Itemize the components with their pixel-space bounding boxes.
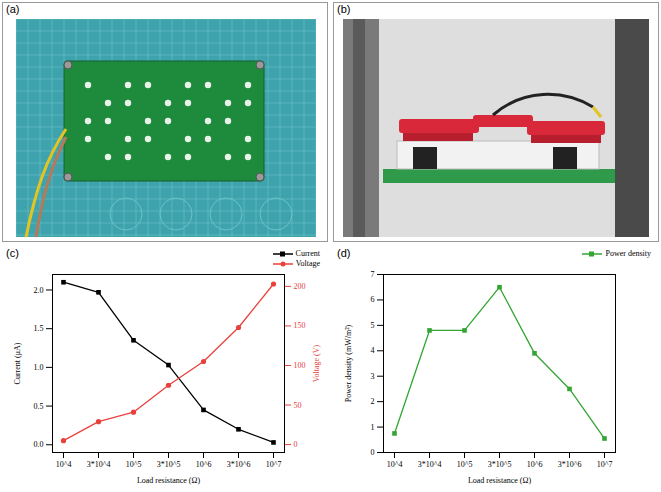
svg-text:10^7: 10^7 — [597, 460, 613, 469]
svg-text:3*10^4: 3*10^4 — [87, 460, 111, 469]
svg-text:10^4: 10^4 — [387, 460, 403, 469]
html-text:(d): (d) — [337, 247, 351, 259]
svg-text:7: 7 — [371, 270, 375, 279]
svg-text:5: 5 — [371, 321, 375, 330]
html-text:Voltage: Voltage — [295, 259, 320, 268]
svg-text:Power density (mW/m²): Power density (mW/m²) — [344, 324, 353, 402]
svg-text:100: 100 — [294, 361, 306, 370]
html-text:(a): (a) — [6, 3, 20, 15]
svg-text:10^5: 10^5 — [457, 460, 473, 469]
svg-text:50: 50 — [294, 401, 302, 410]
html-text:(c): (c) — [6, 247, 19, 259]
svg-text:1.0: 1.0 — [34, 363, 44, 372]
svg-text:0: 0 — [294, 440, 298, 449]
svg-text:10^4: 10^4 — [56, 460, 72, 469]
svg-text:3*10^6: 3*10^6 — [558, 460, 582, 469]
svg-text:10^6: 10^6 — [196, 460, 212, 469]
svg-text:150: 150 — [294, 321, 306, 330]
svg-text:6: 6 — [371, 295, 375, 304]
svg-text:0: 0 — [371, 448, 375, 457]
svg-text:10^5: 10^5 — [126, 460, 142, 469]
svg-text:1.5: 1.5 — [34, 324, 44, 333]
svg-text:1: 1 — [371, 423, 375, 432]
svg-text:2.0: 2.0 — [34, 286, 44, 295]
svg-text:10^6: 10^6 — [527, 460, 543, 469]
html-text:Power density: Power density — [605, 249, 651, 258]
svg-text:0.0: 0.0 — [34, 440, 44, 449]
svg-text:3*10^4: 3*10^4 — [418, 460, 442, 469]
html-text:Current: Current — [295, 249, 320, 258]
svg-text:Load resistance (Ω): Load resistance (Ω) — [468, 476, 532, 485]
svg-text:4: 4 — [371, 346, 375, 355]
svg-text:3*10^5: 3*10^5 — [157, 460, 181, 469]
svg-text:3*10^5: 3*10^5 — [488, 460, 512, 469]
html-text:(b): (b) — [337, 3, 351, 15]
svg-text:2: 2 — [371, 397, 375, 406]
svg-text:0.5: 0.5 — [34, 402, 44, 411]
svg-text:3*10^6: 3*10^6 — [227, 460, 251, 469]
svg-text:10^7: 10^7 — [266, 460, 282, 469]
svg-text:Load resistance (Ω): Load resistance (Ω) — [137, 476, 201, 485]
svg-text:3: 3 — [371, 372, 375, 381]
svg-text:200: 200 — [294, 282, 306, 291]
svg-text:Current (μA): Current (μA) — [13, 342, 22, 384]
svg-text:Voltage (V): Voltage (V) — [312, 344, 321, 382]
